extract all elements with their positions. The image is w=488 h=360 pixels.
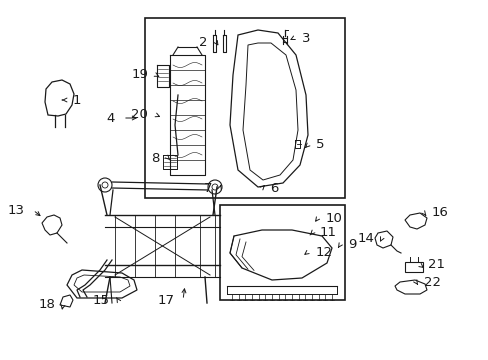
Text: 12: 12 — [315, 246, 332, 258]
Text: 14: 14 — [356, 231, 373, 244]
Text: 18: 18 — [38, 298, 55, 311]
Text: 3: 3 — [302, 31, 310, 45]
Text: 11: 11 — [319, 226, 336, 239]
Bar — [145, 18, 345, 198]
Text: 17: 17 — [158, 293, 175, 306]
Bar — [404, 262, 422, 272]
Text: 8: 8 — [151, 152, 160, 165]
Text: 4: 4 — [106, 112, 115, 125]
Text: 16: 16 — [431, 207, 448, 220]
Text: 1: 1 — [73, 94, 81, 107]
Text: 9: 9 — [347, 238, 356, 252]
Text: 2: 2 — [199, 36, 207, 49]
Text: 13: 13 — [8, 203, 25, 216]
Text: 19: 19 — [131, 68, 148, 81]
Text: 20: 20 — [131, 108, 148, 122]
Text: 15: 15 — [93, 293, 110, 306]
Text: 21: 21 — [427, 258, 444, 271]
Text: 7: 7 — [203, 181, 212, 194]
Text: 10: 10 — [325, 211, 342, 225]
Text: 22: 22 — [423, 275, 440, 288]
Text: 5: 5 — [315, 139, 324, 152]
Text: 6: 6 — [269, 181, 278, 194]
Bar — [220, 205, 345, 300]
